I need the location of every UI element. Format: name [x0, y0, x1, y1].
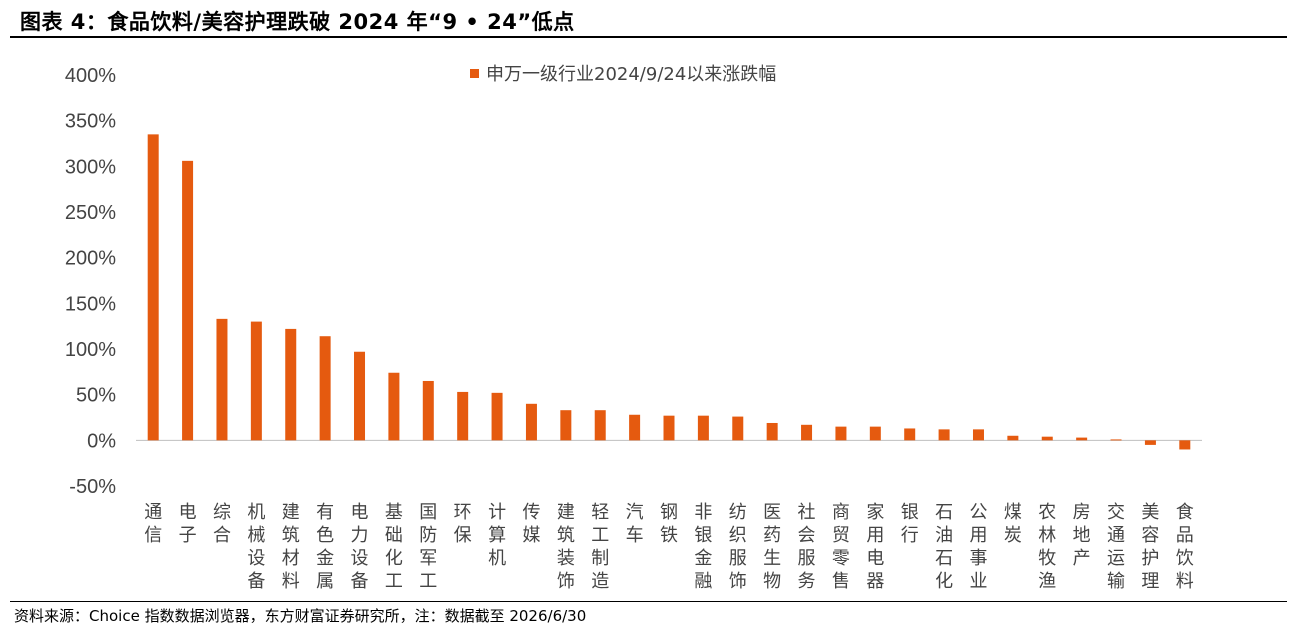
- y-tick-label: 350%: [65, 111, 116, 133]
- bar: [354, 351, 366, 441]
- bar-chart: -50% 0% 50% 100% 150% 200% 250% 300% 350% 400% 通信…: [65, 64, 1202, 592]
- bar: [216, 318, 228, 441]
- bar: [938, 429, 950, 441]
- x-tick-label: 纺织服饰: [729, 502, 747, 592]
- bar: [835, 426, 847, 441]
- chart-title: 图表 4：食品饮料/美容护理跌破 2024 年“9 • 24”低点: [20, 10, 575, 34]
- bar: [388, 372, 400, 441]
- x-tick-label: 有色金属: [316, 502, 334, 592]
- bar: [1007, 435, 1019, 441]
- x-tick-label: 轻工制造: [591, 502, 609, 592]
- y-tick-label: 0%: [87, 430, 116, 452]
- x-tick-label: 钢铁: [660, 502, 678, 546]
- x-tick-label: 国防军工: [419, 502, 437, 592]
- bar: [147, 134, 159, 441]
- bar: [904, 428, 916, 441]
- x-tick-label: 电子: [179, 502, 197, 546]
- x-tick-label: 美容护理: [1141, 502, 1159, 592]
- title-bar: 图表 4：食品饮料/美容护理跌破 2024 年“9 • 24”低点: [10, 0, 1287, 38]
- y-tick-label: 400%: [65, 65, 116, 87]
- bar: [869, 426, 881, 441]
- x-tick-label: 商贸零售: [832, 502, 850, 592]
- x-tick-label: 社会服务: [798, 502, 816, 592]
- x-tick-label: 石油石化: [935, 502, 953, 592]
- x-tick-label: 环保: [454, 502, 472, 546]
- x-tick-label: 电力设备: [351, 502, 369, 592]
- x-tick-label: 交通运输: [1107, 502, 1125, 592]
- bar: [1110, 439, 1122, 441]
- source-note: 资料来源：Choice 指数数据浏览器，东方财富证券研究所，注：数据截至 202…: [14, 607, 587, 625]
- y-tick-label: 100%: [65, 339, 116, 361]
- x-tick-label: 机械设备: [247, 502, 265, 592]
- bar: [594, 410, 606, 441]
- x-tick-label: 房地产: [1073, 502, 1091, 569]
- y-tick-label: 300%: [65, 156, 116, 178]
- bars-group: [147, 134, 1191, 450]
- bar: [1179, 440, 1191, 450]
- bar: [560, 410, 572, 441]
- legend-swatch: [470, 69, 479, 78]
- x-axis-labels: 通信电子综合机械设备建筑材料有色金属电力设备基础化工国防军工环保计算机传媒建筑装…: [144, 502, 1194, 592]
- bar: [182, 160, 194, 441]
- x-tick-label: 非银金融: [694, 502, 712, 592]
- x-tick-label: 通信: [144, 502, 162, 546]
- x-tick-label: 建筑装饰: [557, 502, 575, 592]
- y-axis-ticks: -50% 0% 50% 100% 150% 200% 250% 300% 350% 400%: [65, 65, 116, 498]
- bar: [1076, 437, 1088, 441]
- bar: [972, 429, 984, 441]
- x-tick-label: 食品饮料: [1176, 502, 1194, 592]
- x-tick-label: 基础化工: [385, 502, 403, 592]
- bar: [422, 380, 434, 441]
- bar: [319, 336, 331, 441]
- x-tick-label: 公用事业: [969, 502, 987, 592]
- bar: [732, 416, 744, 441]
- x-tick-label: 医药生物: [763, 502, 781, 592]
- x-tick-label: 家用电器: [866, 502, 884, 592]
- bar: [1144, 440, 1156, 445]
- x-tick-label: 传媒: [522, 502, 540, 546]
- x-tick-label: 农林牧渔: [1038, 502, 1056, 592]
- x-tick-label: 综合: [213, 502, 231, 546]
- bar: [1041, 436, 1053, 441]
- bar: [250, 321, 262, 441]
- x-tick-label: 汽车: [626, 502, 644, 546]
- x-tick-label: 建筑材料: [282, 502, 300, 592]
- bar: [766, 422, 778, 441]
- bar: [285, 328, 297, 441]
- x-tick-label: 计算机: [488, 502, 506, 569]
- y-tick-label: -50%: [69, 476, 116, 498]
- bar: [457, 391, 469, 441]
- bar: [801, 424, 813, 441]
- legend: 申万一级行业2024/9/24以来涨跌幅: [470, 64, 776, 85]
- y-tick-label: 150%: [65, 293, 116, 315]
- bar: [629, 414, 641, 441]
- x-tick-label: 银行: [901, 502, 919, 546]
- y-tick-label: 50%: [76, 385, 116, 407]
- x-tick-label: 煤炭: [1004, 502, 1022, 546]
- legend-label: 申万一级行业2024/9/24以来涨跌幅: [486, 64, 776, 85]
- bar: [697, 415, 709, 441]
- bar: [525, 403, 537, 441]
- bar: [663, 415, 675, 441]
- bar: [491, 392, 503, 441]
- y-tick-label: 250%: [65, 202, 116, 224]
- footer-rule: [10, 601, 1287, 602]
- y-tick-label: 200%: [65, 248, 116, 270]
